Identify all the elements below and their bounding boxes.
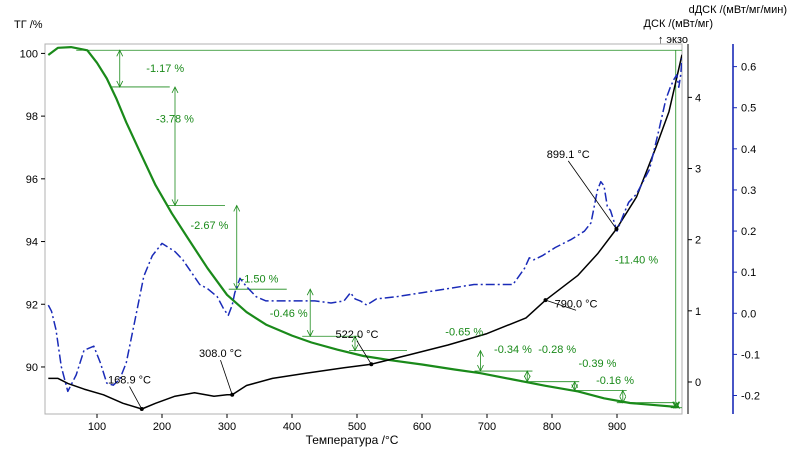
- peak-marker: [369, 362, 374, 367]
- peak-leader-line: [545, 299, 577, 311]
- plot-frame: [44, 43, 683, 415]
- ddsc-tick-label: 0.2: [741, 226, 756, 238]
- tg-tick-label: 96: [26, 174, 38, 186]
- tg-step-arrowhead: [351, 335, 359, 352]
- series-dsc-line: [48, 54, 682, 410]
- peak-leader-line: [129, 386, 143, 410]
- dsc-tick-label: 1: [695, 306, 701, 318]
- peak-leader-line: [220, 359, 233, 395]
- peak-marker: [614, 227, 619, 231]
- tg-tick-label: 98: [26, 111, 38, 123]
- tg-step-arrowhead: [306, 288, 314, 338]
- tg-step-arrowhead: [233, 204, 241, 291]
- ddsc-tick-label: 0.0: [741, 308, 756, 320]
- x-tick-label: 700: [478, 421, 496, 433]
- tg-step-label: -0.16 %: [596, 375, 634, 387]
- tg-tick-label: 100: [20, 48, 38, 60]
- dsc-tick-label: 3: [695, 164, 701, 176]
- exo-direction-label: ↑ экзо: [658, 34, 688, 46]
- tg-step-label: -0.34 %: [494, 344, 532, 356]
- ddsc-tick-label: 0.6: [741, 62, 756, 74]
- dsc-tick-label: 0: [695, 377, 701, 389]
- x-tick-label: 400: [283, 421, 301, 433]
- annotations: -1.17 % -3.78 % -2.67 % -1.50 % -0.46 % -0.65…: [108, 63, 658, 412]
- ddsc-tick-label: 0.1: [741, 267, 756, 279]
- x-tick-label: 900: [608, 421, 626, 433]
- tg-step-label: -1.50 %: [241, 273, 279, 285]
- tg-step-label: -1.17 %: [146, 63, 184, 75]
- peak-label: 168.9 °C: [108, 374, 151, 386]
- peak-label: 790.0 °C: [555, 298, 598, 310]
- peak-label: 308.0 °C: [199, 348, 242, 360]
- series-ddsc-line: [47, 58, 682, 393]
- tg-axis-label: ТГ /%: [14, 19, 43, 31]
- step-guides: [76, 49, 682, 409]
- dsc-tick-label: 2: [695, 235, 701, 247]
- tg-tick-label: 92: [26, 299, 38, 311]
- ddsc-tick-label: -0.2: [741, 391, 760, 403]
- peak-marker: [543, 298, 548, 303]
- tg-step-label: -2.67 %: [190, 220, 228, 232]
- axis-ticks: 100 200 300 400 500 600 700 800 9009092949698100…: [20, 44, 760, 433]
- data-series: [47, 46, 682, 410]
- x-tick-label: 200: [153, 421, 171, 433]
- dsc-axis-label: ДСК /(мВт/мг): [644, 18, 713, 30]
- ddsc-axis-label: dДСК /(мВт/мг/мин): [689, 4, 787, 16]
- ddsc-tick-label: 0.4: [741, 144, 756, 156]
- tg-step-label: -0.46 %: [270, 308, 308, 320]
- x-axis-label: Температура /°C: [306, 433, 399, 447]
- ddsc-tick-label: 0.3: [741, 185, 756, 197]
- tg-step-label: -3.78 %: [156, 113, 194, 125]
- peak-leader-line: [567, 160, 617, 230]
- ddsc-tick-label: 0.5: [741, 103, 756, 115]
- x-tick-label: 100: [88, 421, 106, 433]
- x-tick-label: 600: [413, 421, 431, 433]
- tg-step-label: -11.40 %: [615, 254, 658, 266]
- peak-label: 522.0 °C: [336, 329, 379, 341]
- tg-step-arrowhead: [171, 86, 179, 207]
- x-tick-label: 500: [348, 421, 366, 433]
- tg-tick-label: 94: [26, 237, 38, 249]
- x-tick-label: 800: [543, 421, 561, 433]
- x-tick-label: 300: [218, 421, 236, 433]
- peak-leader-line: [356, 340, 372, 365]
- ddsc-tick-label: -0.1: [741, 349, 760, 361]
- dsc-tick-label: 4: [695, 92, 701, 104]
- series-tg-line: [47, 46, 679, 409]
- peak-marker: [139, 407, 144, 412]
- tg-tick-label: 90: [26, 362, 38, 374]
- tg-step-label: -0.39 %: [579, 358, 617, 370]
- tg-step-arrowhead: [477, 349, 484, 372]
- tg-step-label: -0.28 %: [538, 344, 576, 356]
- peak-marker: [230, 392, 235, 397]
- tg-step-label: -0.65 %: [445, 327, 483, 339]
- peak-label: 899.1 °C: [547, 149, 590, 161]
